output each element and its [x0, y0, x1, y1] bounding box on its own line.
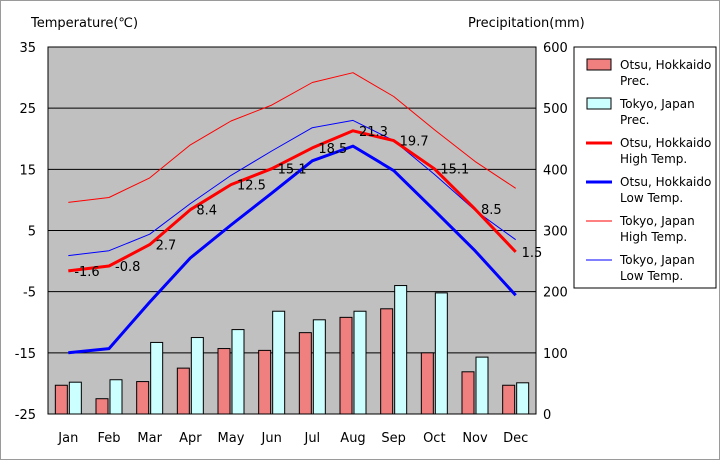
legend-label: Low Temp.	[620, 191, 683, 205]
x-tick-label: Jun	[261, 431, 282, 446]
left-tick-label: 35	[19, 41, 36, 56]
grid-lines	[48, 107, 536, 354]
right-tick-label: 400	[543, 163, 568, 178]
legend-label: Otsu, Hokkaido	[620, 136, 711, 150]
legend-box	[573, 46, 717, 289]
otsu-prec-bar	[217, 348, 231, 415]
tokyo-prec-bar	[475, 356, 489, 415]
otsu-prec-bar	[420, 352, 434, 415]
right-tick-label: 500	[543, 102, 568, 117]
data-label: -1.6	[74, 265, 99, 280]
left-tick-label: -15	[15, 347, 36, 362]
x-tick-label: Jan	[57, 431, 78, 446]
left-tick-label: -25	[15, 408, 36, 423]
legend-swatch	[586, 58, 612, 71]
data-label: 1.5	[522, 246, 543, 261]
tokyo-prec-bar	[109, 379, 123, 415]
legend: Otsu, Hokkaido Prec. Tokyo, Japan Prec. Otsu…	[573, 46, 717, 289]
legend-label: Tokyo, Japan	[619, 253, 695, 267]
tokyo-prec-bar	[516, 382, 530, 415]
x-tick-label: Jul	[303, 431, 320, 446]
otsu-high-temp-line	[68, 129, 517, 273]
legend-label: Otsu, Hokkaido	[620, 58, 711, 72]
otsu-prec-bar	[258, 349, 272, 415]
right-axis-title: Precipitation(mm)	[468, 16, 585, 31]
data-label: 15.1	[440, 163, 469, 178]
precipitation-bars	[54, 285, 530, 415]
legend-label: Low Temp.	[620, 269, 683, 283]
legend-label: Prec.	[620, 74, 650, 88]
x-tick-label: Aug	[340, 431, 365, 446]
x-tick-label: Oct	[423, 431, 445, 446]
right-tick-label: 0	[543, 408, 551, 423]
otsu-prec-bar	[380, 308, 394, 415]
tokyo-low-temp-line	[68, 119, 516, 257]
legend-label: High Temp.	[620, 230, 687, 244]
tokyo-prec-bar	[353, 310, 367, 415]
legend-swatch	[586, 97, 612, 110]
legend-label: Prec.	[620, 113, 650, 127]
left-tick-label: 15	[19, 163, 36, 178]
data-label: 2.7	[156, 239, 177, 254]
right-tick-label: 300	[543, 225, 568, 240]
x-tick-label: Dec	[503, 431, 528, 446]
data-label: 21.3	[359, 125, 388, 140]
x-tick-label: Feb	[97, 431, 120, 446]
data-label: 18.5	[318, 142, 347, 157]
tokyo-prec-bar	[150, 341, 164, 415]
data-label: 12.5	[237, 179, 266, 194]
right-tick-label: 600	[543, 41, 568, 56]
otsu-prec-bar	[298, 332, 312, 415]
data-label: 15.1	[278, 163, 307, 178]
left-axis-ticks: 35 25 15 5 -5 -15 -25	[15, 41, 36, 423]
tokyo-prec-bar	[68, 381, 82, 415]
otsu-prec-bar	[136, 381, 150, 415]
tokyo-prec-bar	[231, 329, 245, 415]
right-axis-ticks: 600 500 400 300 200 100 0	[543, 41, 568, 423]
x-tick-label: Mar	[137, 431, 162, 446]
left-tick-label: 25	[19, 102, 36, 117]
data-labels: -1.6 -0.8 2.7 8.4 12.5 15.1 18.5 21.3 19.7 15.1 8.…	[74, 125, 542, 280]
left-axis-title: Temperature(℃)	[30, 16, 138, 31]
legend-label: Tokyo, Japan	[619, 97, 695, 111]
otsu-prec-bar	[95, 398, 109, 415]
right-tick-label: 200	[543, 286, 568, 301]
tokyo-prec-bar	[394, 285, 408, 415]
left-tick-label: -5	[23, 286, 36, 301]
x-tick-label: Sep	[381, 431, 406, 446]
data-label: -0.8	[115, 260, 140, 275]
tokyo-prec-bar	[272, 310, 286, 415]
x-tick-label: Apr	[179, 431, 202, 446]
otsu-prec-bar	[54, 384, 68, 415]
data-label: 8.5	[481, 203, 502, 218]
right-tick-label: 100	[543, 347, 568, 362]
data-label: 19.7	[400, 135, 429, 150]
otsu-prec-bar	[461, 371, 475, 415]
x-tick-label: Nov	[462, 431, 488, 446]
tokyo-prec-bar	[312, 319, 326, 415]
temperature-lines	[68, 72, 517, 355]
otsu-prec-bar	[502, 384, 516, 415]
left-tick-label: 5	[28, 225, 36, 240]
tokyo-prec-bar	[434, 292, 448, 415]
x-tick-label: May	[218, 431, 245, 446]
otsu-prec-bar	[176, 367, 190, 415]
data-label: 8.4	[196, 204, 217, 219]
otsu-low-temp-line	[68, 144, 517, 355]
legend-label: Otsu, Hokkaido	[620, 175, 711, 189]
legend-label: High Temp.	[620, 152, 687, 166]
legend-label: Tokyo, Japan	[619, 214, 695, 228]
x-axis-ticks: Jan Feb Mar Apr May Jun Jul Aug Sep Oct Nov Dec	[57, 431, 528, 446]
otsu-prec-bar	[339, 316, 353, 415]
tokyo-high-temp-line	[68, 72, 516, 203]
tokyo-prec-bar	[190, 337, 204, 415]
